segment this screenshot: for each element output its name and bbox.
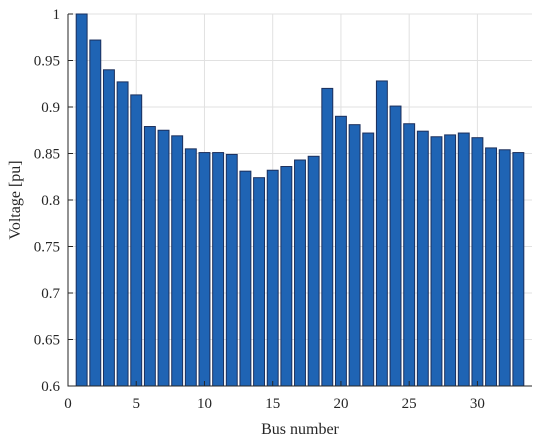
bar-bus-23 [375, 80, 388, 387]
y-tick-label: 0.65 [34, 333, 60, 349]
bar-bus-27 [430, 136, 443, 387]
bar-bus-17 [294, 159, 306, 387]
x-tick-label: 20 [333, 396, 348, 412]
bar-bus-5 [130, 94, 143, 387]
bar-bus-32 [498, 149, 511, 387]
bar-bus-13 [239, 170, 252, 387]
y-tick-label: 0.8 [41, 193, 60, 209]
y-tick-label: 0.6 [41, 379, 60, 395]
bar-bus-7 [157, 129, 170, 387]
axes [67, 13, 532, 387]
x-tick-label: 30 [470, 396, 485, 412]
bar-bus-29 [457, 132, 470, 387]
bar-bus-15 [266, 169, 279, 387]
y-tick-label: 0.7 [41, 286, 60, 302]
y-tick-label: 0.95 [34, 54, 60, 70]
y-tick-label: 1 [53, 7, 61, 23]
bar-bus-22 [362, 132, 375, 387]
bar-bus-30 [471, 137, 484, 387]
bar-bus-3 [102, 69, 115, 387]
bar-bus-19 [321, 87, 334, 387]
x-axis-label: Bus number [261, 421, 339, 438]
x-tick-label: 15 [265, 396, 280, 412]
bar-bus-16 [280, 166, 293, 387]
bar-bus-24 [389, 105, 402, 387]
x-tick-label: 5 [132, 396, 140, 412]
bars [75, 13, 525, 387]
y-tick-label: 0.85 [34, 147, 60, 163]
bar-bus-8 [171, 135, 184, 387]
x-tick-label: 25 [402, 396, 417, 412]
bar-bus-18 [307, 155, 320, 387]
bar-bus-9 [184, 148, 197, 387]
y-axis-label: Voltage [pu] [7, 160, 24, 239]
bar-bus-4 [116, 81, 129, 387]
bar-bus-28 [444, 134, 457, 387]
bar-bus-31 [485, 147, 498, 387]
bar-bus-6 [143, 126, 156, 387]
x-tick-label: 0 [64, 396, 72, 412]
bar-bus-2 [89, 39, 102, 387]
bar-bus-10 [198, 152, 211, 387]
x-tick-label: 10 [197, 396, 212, 412]
y-tick-label: 0.9 [41, 100, 60, 116]
bar-bus-12 [225, 153, 238, 387]
bar-bus-33 [512, 152, 525, 387]
bar-bus-20 [334, 115, 347, 387]
bar-bus-21 [348, 124, 361, 387]
bar-bus-25 [403, 123, 416, 387]
bar-bus-26 [416, 130, 429, 387]
bar-bus-11 [212, 152, 225, 387]
bar-bus-1 [75, 13, 88, 387]
y-tick-label: 0.75 [34, 240, 60, 256]
bar-bus-14 [253, 177, 266, 387]
